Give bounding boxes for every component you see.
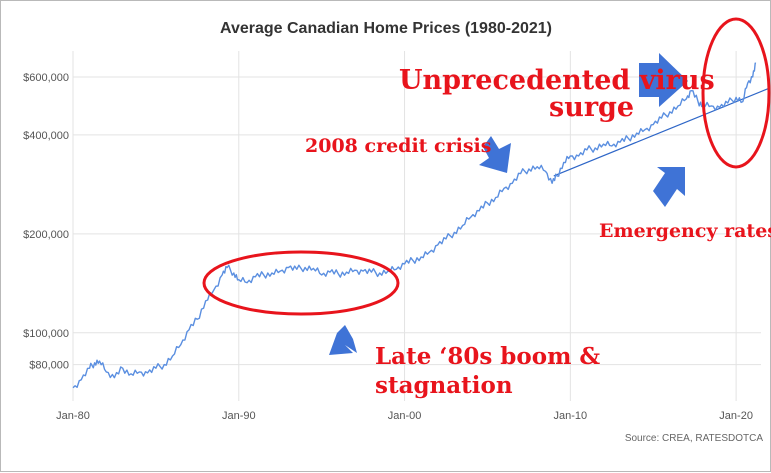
credit-crisis-label: 2008 credit crisis	[305, 135, 491, 157]
virus-surge-label-line2: surge	[549, 92, 634, 123]
x-tick-label: Jan-00	[388, 410, 422, 422]
grid-layer	[72, 51, 761, 401]
late-80s-label-line2: stagnation	[375, 372, 513, 399]
virus-surge-arrow-icon	[639, 53, 688, 107]
late-80s-highlight-ellipse	[202, 250, 400, 316]
y-tick-label: $200,000	[23, 229, 69, 241]
x-tick-label: Jan-90	[222, 410, 256, 422]
y-tick-label: $100,000	[23, 328, 69, 340]
y-axis-ticks: $80,000 $100,000 $200,000 $400,000 $600,000	[23, 72, 69, 372]
virus-surge-label-line1: Unprecedented virus	[399, 65, 715, 96]
x-tick-label: Jan-20	[719, 410, 753, 422]
trend-line	[553, 87, 770, 177]
late-80s-label-line1: Late ‘80s boom &	[375, 343, 600, 370]
x-tick-label: Jan-10	[554, 410, 588, 422]
credit-crisis-arrow-icon	[479, 136, 511, 173]
chart-title: Average Canadian Home Prices (1980-2021)	[220, 20, 552, 37]
source-note: Source: CREA, RATESDOTCA	[625, 433, 764, 444]
x-axis-ticks: Jan-80 Jan-90 Jan-00 Jan-10 Jan-20	[56, 410, 753, 422]
y-tick-label: $400,000	[23, 130, 69, 142]
price-series-line	[72, 62, 757, 389]
series-layer	[72, 62, 757, 389]
emergency-rates-label: Emergency rates	[599, 220, 771, 242]
x-tick-label: Jan-80	[56, 410, 90, 422]
virus-surge-highlight-ellipse	[701, 17, 771, 169]
y-tick-label: $600,000	[23, 72, 69, 84]
trendline-layer	[553, 87, 770, 177]
emergency-rates-arrow-icon	[653, 167, 685, 207]
late-80s-arrow-icon	[329, 325, 357, 355]
y-tick-label: $80,000	[29, 360, 69, 372]
